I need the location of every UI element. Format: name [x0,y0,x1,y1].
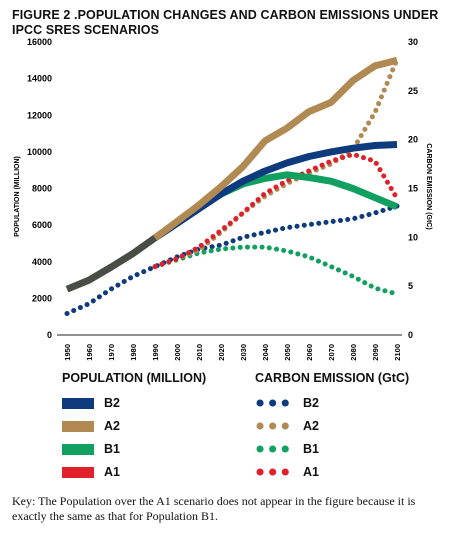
legend-pop-a1-label: A1 [104,465,120,479]
key-note: Key: The Population over the A1 scenario… [12,494,416,523]
x-tick-label: 2020 [217,344,226,361]
y-left-tick-label: 2000 [32,293,52,303]
x-tick-label: 1950 [63,344,72,361]
y-left-tick-label: 4000 [32,257,52,267]
legend-carbon-b1-label: B1 [303,442,319,456]
y-right-tick-label: 30 [408,37,418,47]
y-right-tick-label: 10 [408,232,418,242]
legend-pop-a1-swatch [62,467,94,478]
y-left-tick-label: 16000 [27,37,52,47]
x-tick-label: 2050 [283,344,292,361]
x-tick-label: 2090 [371,344,380,361]
legend-pop-a2-label: A2 [104,419,120,433]
legend-carbon-a2-label: A2 [303,419,319,433]
legend-carbon-a1-label: A1 [303,465,319,479]
y-right-tick-label: 15 [408,184,418,194]
legend-pop-b2-label: B2 [104,396,120,410]
carbon-a1-line [152,151,400,270]
carbon-b2-line [64,203,400,316]
y-left-tick-label: 12000 [27,110,52,120]
x-tick-label: 2070 [327,344,336,361]
x-tick-label: 2040 [261,344,270,361]
x-tick-label: 2100 [393,344,402,361]
legend-pop-b2-swatch [62,398,94,409]
x-tick-label: 2030 [239,344,248,361]
y-right-axis-label: CARBON EMISSION (GtC) [425,143,432,229]
legend-population-heading: POPULATION (MILLION) [62,371,207,385]
x-tick-label: 1980 [129,344,138,361]
y-right-tick-label: 0 [408,330,413,340]
y-left-axis-label: POPULATION (MILLION) [14,156,21,237]
x-tick-label: 2000 [173,344,182,361]
legend-pop-a2-swatch [62,421,94,432]
chart-title: FIGURE 2 .POPULATION CHANGES AND CARBON … [12,8,439,37]
x-tick-label: 2060 [305,344,314,361]
carbon-a2-line [152,57,400,270]
population-a2-line [152,56,398,241]
legend-carbon-b2-label: B2 [303,396,319,410]
y-left-tick-label: 0 [47,330,52,340]
x-tick-label: 2010 [195,344,204,361]
y-right-tick-label: 5 [408,281,413,291]
y-left-tick-label: 10000 [27,147,52,157]
y-left-tick-label: 14000 [27,74,52,84]
legend-carbon-heading: CARBON EMISSION (GtC) [255,371,410,385]
x-tick-label: 2080 [349,344,358,361]
x-tick-label: 1970 [107,344,116,361]
population-historical-line [65,235,158,293]
y-left-tick-label: 8000 [32,184,52,194]
y-left-tick-label: 6000 [32,220,52,230]
x-tick-label: 1960 [85,344,94,361]
carbon-b1-line [152,244,400,297]
y-right-tick-label: 20 [408,135,418,145]
x-tick-label: 1990 [151,344,160,361]
y-right-tick-label: 25 [408,86,418,96]
legend-pop-b1-swatch [62,444,94,455]
legend-pop-b1-label: B1 [104,442,120,456]
